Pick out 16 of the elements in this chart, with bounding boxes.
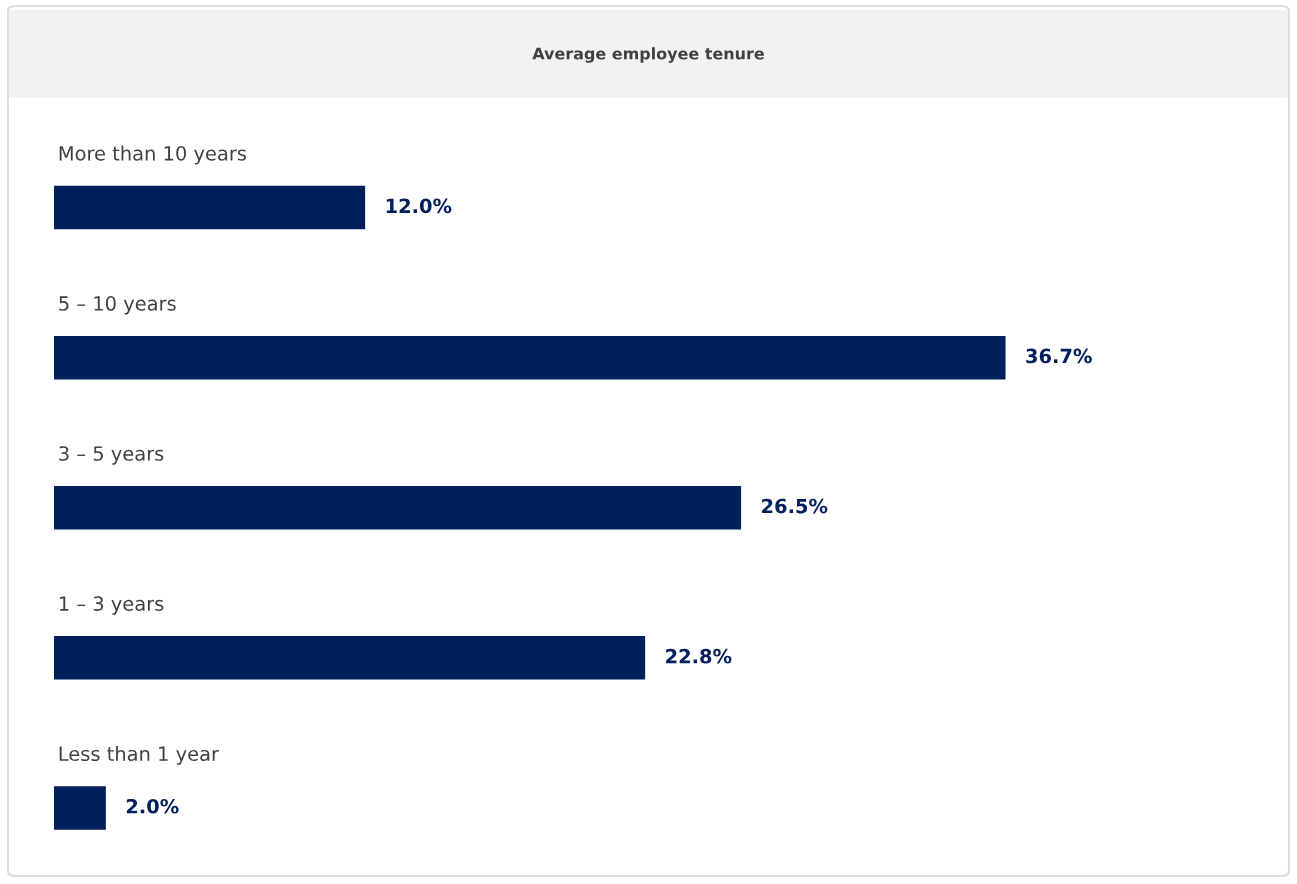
data-label: 26.5% xyxy=(762,498,828,514)
bar xyxy=(54,485,742,530)
y-tick-label: More than 10 years xyxy=(59,145,247,165)
y-tick-label: 3 – 5 years xyxy=(59,446,164,465)
y-tick-label: 1 – 3 years xyxy=(59,596,164,615)
data-label: 12.0% xyxy=(386,198,452,214)
bar xyxy=(54,636,646,680)
data-label: 36.7% xyxy=(1026,348,1092,364)
chart-title: Average employee tenure xyxy=(532,47,764,63)
bar xyxy=(54,185,366,230)
bar xyxy=(54,786,106,830)
data-label: 22.8% xyxy=(666,648,732,664)
y-tick-label: 5 – 10 years xyxy=(59,296,176,315)
data-label: 2.0% xyxy=(126,798,179,814)
y-tick-label: Less than 1 year xyxy=(59,746,219,765)
bar xyxy=(54,335,1006,380)
